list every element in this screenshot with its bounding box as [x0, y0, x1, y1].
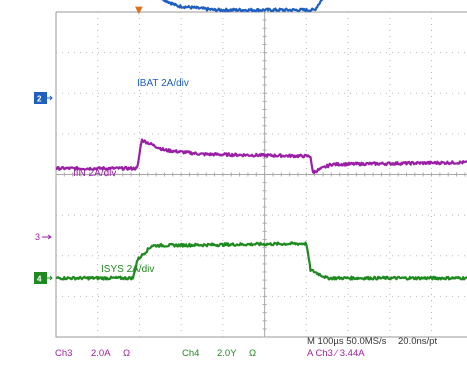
iin-trace-label: IIN 2A/div [73, 168, 116, 179]
ch3-label: Ch3 [55, 348, 72, 359]
trace-isys [55, 241, 467, 281]
ch3-unit: Ω [123, 348, 130, 359]
svg-text:4: 4 [37, 275, 42, 284]
trace-ibat [160, 0, 324, 13]
ch4-scale: 2.0Y [217, 348, 237, 359]
trigger-readout: A Ch3 ⁄ 3.44A [307, 348, 365, 359]
trace-iin [55, 138, 467, 175]
waveform-traces [55, 0, 467, 281]
resolution-readout: 20.0ns/pt [398, 336, 437, 347]
svg-text:2: 2 [37, 95, 42, 104]
ch3-scale: 2.0A [91, 348, 111, 359]
svg-text:3: 3 [35, 232, 40, 242]
channel-2-marker: 2 [34, 92, 53, 104]
trigger-position-marker: ▼ [135, 5, 143, 16]
trace-labels: IBAT 2A/div IIN 2A/div ISYS 2A/div [73, 78, 189, 275]
readout-bar: Ch3 2.0A Ω Ch4 2.0Y Ω M 100µs 50.0MS/s 2… [55, 336, 437, 359]
channel-3-marker: 3 [35, 232, 52, 242]
graticule-grid [55, 11, 467, 338]
isys-trace-label: ISYS 2A/div [101, 264, 154, 275]
ch4-label: Ch4 [182, 348, 199, 359]
ibat-trace-label: IBAT 2A/div [137, 78, 189, 89]
ch4-unit: Ω [249, 348, 256, 359]
channel-4-marker: 4 [34, 272, 53, 284]
timebase-readout: M 100µs 50.0MS/s [307, 336, 387, 347]
graticule-border [55, 11, 467, 338]
